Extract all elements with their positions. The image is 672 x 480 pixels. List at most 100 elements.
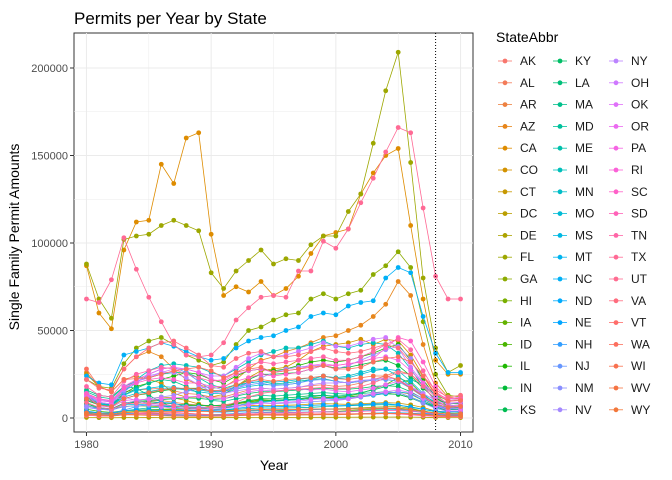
data-point (158, 354, 164, 360)
legend-label: MA (575, 98, 593, 112)
legend-key-point (613, 407, 619, 413)
legend-item-or: OR (609, 119, 649, 133)
data-point (233, 388, 239, 394)
data-point (458, 363, 463, 368)
legend-key-point (557, 145, 563, 151)
data-point (133, 400, 139, 406)
legend-label: ID (520, 337, 532, 351)
legend-key-point (502, 189, 508, 195)
data-point (408, 356, 414, 361)
data-point (296, 376, 301, 382)
data-point (208, 368, 214, 374)
legend-label: NJ (575, 359, 590, 373)
legend-key-point (557, 189, 563, 195)
legend-item-ok: OK (609, 98, 648, 112)
data-point (395, 336, 401, 342)
data-point (296, 391, 301, 397)
legend-label: CT (520, 185, 537, 199)
data-point (183, 352, 189, 358)
data-point (109, 412, 114, 418)
legend-key-point (502, 342, 508, 347)
data-point (158, 401, 164, 407)
legend-label: WI (631, 359, 646, 373)
data-point (121, 401, 127, 407)
data-point (271, 378, 276, 384)
data-point (395, 373, 401, 379)
data-point (158, 335, 164, 340)
data-point (308, 349, 314, 354)
legend-label: HI (520, 294, 532, 308)
data-point (420, 384, 426, 389)
data-point (246, 389, 251, 395)
legend-label: CO (520, 163, 538, 177)
data-point (345, 209, 351, 214)
legend-item-mn: MN (553, 185, 594, 199)
legend-label: DE (520, 228, 537, 242)
legend-item-nd: ND (553, 294, 593, 308)
data-point (408, 411, 414, 417)
data-point (208, 395, 214, 401)
data-point (171, 395, 177, 401)
data-point (196, 386, 202, 392)
data-point (133, 219, 139, 225)
data-point (370, 298, 376, 304)
data-point (96, 392, 102, 398)
data-point (408, 407, 414, 413)
data-point (308, 403, 314, 408)
data-point (283, 312, 289, 318)
legend-key-point (502, 254, 508, 260)
legend-item-in: IN (498, 381, 532, 395)
data-point (233, 392, 239, 398)
data-point (133, 345, 139, 351)
legend-item-id: ID (498, 337, 532, 351)
x-tick-label: 1990 (199, 439, 223, 451)
data-point (445, 296, 451, 302)
data-point (445, 398, 451, 404)
data-point (283, 377, 289, 382)
data-point (333, 397, 339, 403)
legend-label: UT (631, 272, 648, 286)
legend-label: NV (575, 403, 592, 417)
data-point (420, 373, 426, 379)
data-point (408, 352, 414, 358)
data-point (283, 328, 289, 333)
legend-item-la: LA (553, 76, 590, 90)
data-point (246, 289, 251, 295)
legend-label: NH (575, 337, 592, 351)
legend-item-nv: NV (553, 403, 592, 417)
data-point (283, 382, 289, 388)
data-point (208, 231, 214, 237)
data-point (258, 324, 264, 330)
data-point (296, 398, 301, 404)
data-point (246, 350, 251, 356)
data-point (133, 387, 139, 393)
legend-key-point (557, 276, 563, 282)
legend-label: MN (575, 185, 594, 199)
data-point (296, 310, 301, 316)
plot-area: 1980 1990 2000 2010 0 50000 100000 150000 20000… (31, 32, 474, 451)
legend-item-nj: NJ (553, 359, 590, 373)
data-point (208, 384, 214, 389)
data-point (408, 270, 414, 276)
data-point (433, 371, 438, 377)
legend-item-mi: MI (553, 163, 588, 177)
data-point (133, 397, 139, 403)
data-point (183, 405, 189, 410)
data-point (121, 366, 127, 372)
data-point (333, 363, 339, 368)
data-point (171, 373, 177, 379)
data-point (84, 261, 89, 267)
legend-key-point (557, 342, 563, 347)
data-point (358, 287, 364, 293)
data-point (146, 371, 152, 377)
legend-label: LA (575, 76, 590, 90)
data-point (433, 350, 438, 356)
data-point (320, 357, 326, 363)
data-point (133, 354, 139, 360)
data-point (146, 217, 152, 223)
data-point (308, 296, 314, 302)
y-tick-label: 100000 (31, 238, 68, 250)
data-point (258, 387, 264, 393)
data-point (433, 384, 438, 389)
data-point (345, 412, 351, 417)
